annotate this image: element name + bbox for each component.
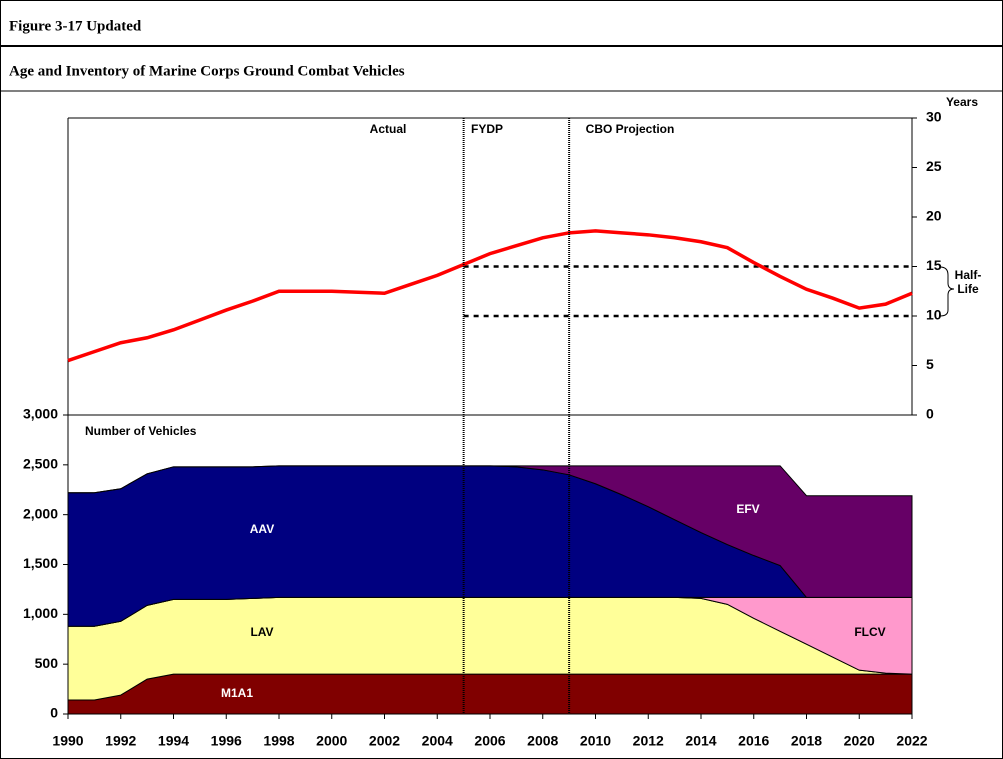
x-tick-label: 1990: [52, 733, 83, 749]
x-tick-label: 2006: [474, 733, 505, 749]
x-tick-label: 1996: [211, 733, 242, 749]
y-tick-label: 2,000: [23, 505, 58, 521]
y-tick-label: 0: [926, 406, 934, 422]
y-tick-label: 20: [926, 208, 942, 224]
annotation-box: Half-Life: [954, 268, 982, 296]
brace: [939, 266, 955, 317]
x-tick-label: 2002: [369, 733, 400, 749]
y-tick-label: 5: [926, 356, 934, 372]
x-tick-label: 2004: [422, 733, 453, 749]
x-tick-label: 2010: [580, 733, 611, 749]
x-tick-label: 2018: [791, 733, 822, 749]
x-tick-label: 2000: [316, 733, 347, 749]
area: [67, 673, 913, 715]
annotation: FYDP: [471, 122, 503, 136]
y-tick-label: 0: [50, 705, 58, 721]
series-label: LAV: [250, 625, 273, 639]
x-tick-label: 2020: [844, 733, 875, 749]
series-label: AAV: [250, 522, 274, 536]
x-tick-label: 2022: [896, 733, 927, 749]
y-tick-label: 30: [926, 109, 942, 125]
age-line: [67, 229, 913, 363]
y-tick-label: 25: [926, 158, 942, 174]
series-label: M1A1: [221, 686, 253, 700]
annotation: Actual: [370, 122, 407, 136]
y-tick-label: 3,000: [23, 406, 58, 422]
figure-title: Age and Inventory of Marine Corps Ground…: [9, 63, 405, 79]
x-tick-label: 1992: [105, 733, 136, 749]
annotation: Half-Life: [954, 268, 982, 296]
x-tick-label: 2012: [633, 733, 664, 749]
y-tick-label: 1,000: [23, 605, 58, 621]
x-tick-label: 2008: [527, 733, 558, 749]
x-tick-label: 2016: [738, 733, 769, 749]
x-tick-label: 1994: [158, 733, 189, 749]
annotation: CBO Projection: [586, 122, 675, 136]
area: [68, 465, 913, 598]
y-tick-label: 2,500: [23, 456, 58, 472]
y-axis-label: Years: [946, 95, 978, 109]
y-tick-label: 10: [926, 307, 942, 323]
series-label: EFV: [736, 502, 759, 516]
y-tick-label: 500: [35, 655, 59, 671]
x-tick-label: 1998: [263, 733, 294, 749]
plot: 0 5 10 15 20 25 30 M1A1 LAV FLCV AAV EFV 0 500 1,000 1,…: [23, 109, 942, 749]
y-tick-label: 15: [926, 257, 942, 273]
figure-number: Figure 3-17 Updated: [9, 18, 142, 34]
y-axis-label: Number of Vehicles: [85, 424, 197, 438]
y-tick-label: 1,500: [23, 555, 58, 571]
x-tick-label: 2014: [685, 733, 716, 749]
series-label: FLCV: [854, 625, 885, 639]
